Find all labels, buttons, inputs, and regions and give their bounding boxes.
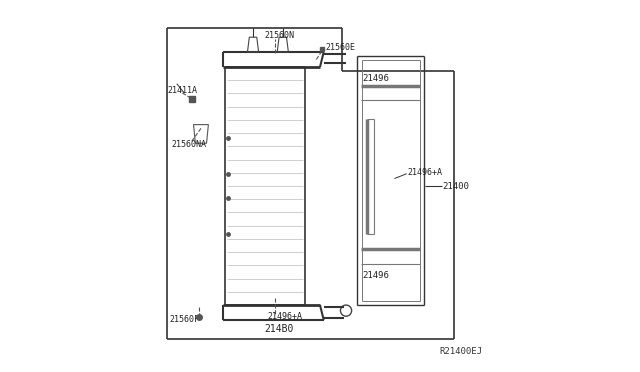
Text: R21400EJ: R21400EJ [439,347,482,356]
Text: 21496: 21496 [363,74,390,83]
Text: 21560E: 21560E [326,43,356,52]
Text: 21400: 21400 [443,182,470,190]
Text: 21560N: 21560N [264,31,294,40]
Text: 214B0: 214B0 [264,324,294,334]
Text: 21560NA: 21560NA [172,140,206,149]
Text: 21411A: 21411A [168,86,198,94]
Text: 21496: 21496 [363,271,390,280]
Text: 21496+A: 21496+A [408,169,442,177]
Text: 21560F: 21560F [170,315,199,324]
Text: 21496+A: 21496+A [268,312,303,321]
